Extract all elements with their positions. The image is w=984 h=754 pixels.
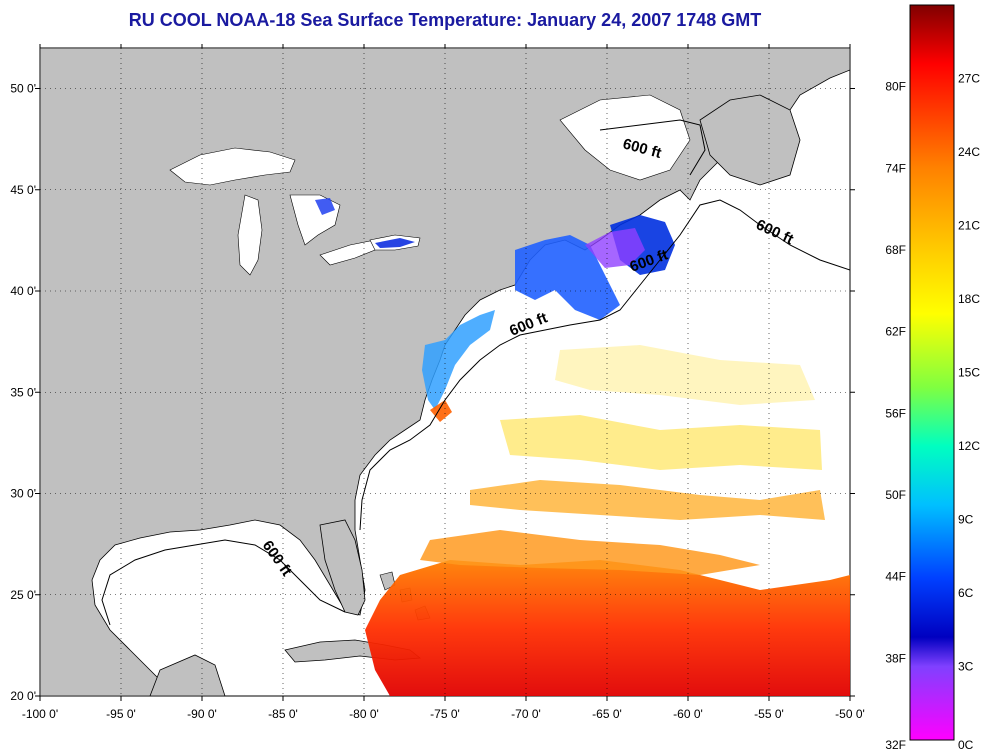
newfoundland-land <box>699 94 801 186</box>
colorbar-gradient <box>909 4 955 741</box>
celsius-label: 0C <box>958 738 974 752</box>
lon-tick-label: -55 0' <box>754 707 784 721</box>
lat-tick-label: 35 0' <box>10 385 36 399</box>
sst-lake-huron-cold <box>315 198 335 215</box>
sst-orange-patch <box>470 480 825 520</box>
florida-land <box>319 519 366 616</box>
lake-michigan <box>237 194 263 276</box>
celsius-label: 3C <box>958 660 974 674</box>
sst-yellow-patch <box>500 415 822 470</box>
celsius-label: 24C <box>958 145 980 159</box>
lat-tick-label: 20 0' <box>10 689 36 703</box>
lat-tick-label: 40 0' <box>10 284 36 298</box>
lon-tick-label: -85 0' <box>268 707 298 721</box>
lon-tick-label: -50 0' <box>835 707 865 721</box>
fahrenheit-label: 32F <box>885 738 906 752</box>
isobath-600ft <box>359 199 850 531</box>
graticule <box>40 48 850 696</box>
sst-yellow-scatter <box>555 345 815 405</box>
lon-tick-label: -75 0' <box>430 707 460 721</box>
gulf-st-lawrence <box>559 94 691 181</box>
fahrenheit-label: 56F <box>885 406 906 420</box>
sst-violet-patch <box>585 228 645 268</box>
lat-tick-label: 30 0' <box>10 487 36 501</box>
lon-tick-label: -90 0' <box>187 707 217 721</box>
lake-superior <box>169 147 296 186</box>
map-title: RU COOL NOAA-18 Sea Surface Temperature:… <box>128 10 762 30</box>
lat-tick-label: 50 0' <box>10 82 36 96</box>
celsius-label: 18C <box>958 292 980 306</box>
lon-tick-label: -65 0' <box>592 707 622 721</box>
temperature-colorbar: 80F 74F 68F 62F 56F 50F 44F 38F 32F 27C 24C 21C 18C… <box>885 4 980 753</box>
lon-tick-label: -80 0' <box>349 707 379 721</box>
sst-orange-band <box>420 530 760 575</box>
sst-cold-shelf <box>515 235 620 320</box>
fahrenheit-label: 74F <box>885 161 906 175</box>
fahrenheit-label: 50F <box>885 488 906 502</box>
celsius-label: 27C <box>958 72 980 86</box>
celsius-scale: 27C 24C 21C 18C 15C 12C 9C 6C 3C 0C <box>958 72 980 753</box>
fahrenheit-label: 68F <box>885 243 906 257</box>
celsius-label: 9C <box>958 513 974 527</box>
fahrenheit-label: 62F <box>885 325 906 339</box>
celsius-label: 12C <box>958 439 980 453</box>
celsius-label: 21C <box>958 219 980 233</box>
lon-tick-label: -60 0' <box>673 707 703 721</box>
sst-coastal-midatlantic <box>422 310 495 410</box>
isobath-600ft-stlawrence <box>599 119 706 176</box>
yucatan-land <box>149 654 226 696</box>
lat-tick-label: 25 0' <box>10 588 36 602</box>
lon-tick-label: -70 0' <box>511 707 541 721</box>
sst-lake-ontario-cold <box>375 238 415 248</box>
lon-tick-label: -95 0' <box>106 707 136 721</box>
sst-warm-band <box>365 560 850 696</box>
fahrenheit-scale: 80F 74F 68F 62F 56F 50F 44F 38F 32F <box>885 80 906 752</box>
celsius-label: 6C <box>958 586 974 600</box>
lat-tick-label: 45 0' <box>10 183 36 197</box>
fahrenheit-label: 80F <box>885 80 906 94</box>
fahrenheit-label: 38F <box>885 651 906 665</box>
fahrenheit-label: 44F <box>885 570 906 584</box>
axis-ticks: -100 0' -95 0' -90 0' -85 0' -80 0' -75 0' -70… <box>10 44 865 721</box>
lon-tick-label: -100 0' <box>22 707 58 721</box>
celsius-label: 15C <box>958 366 980 380</box>
isobath-600ft-gulf <box>101 539 346 626</box>
